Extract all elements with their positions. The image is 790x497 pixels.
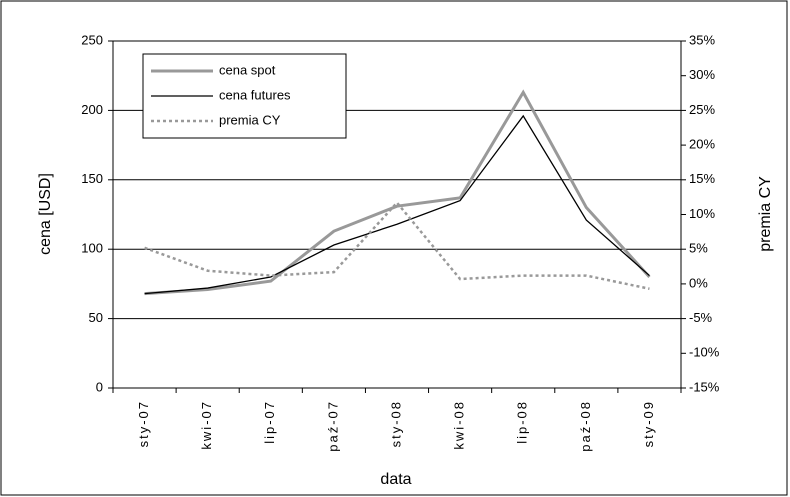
x-tick-label: kwi-07 — [199, 400, 214, 450]
legend-label: premia CY — [219, 112, 281, 127]
x-tick-label: lip-08 — [515, 400, 530, 444]
y-tick-label: 0 — [96, 379, 103, 394]
x-tick-label: paź-08 — [578, 400, 593, 452]
y2-tick-label: 30% — [689, 67, 715, 82]
series-line — [144, 114, 650, 295]
y-tick-label: 50 — [89, 310, 103, 325]
y2-tick-label: -10% — [689, 345, 720, 360]
y-tick-label: 250 — [81, 32, 103, 47]
y-tick-label: 150 — [81, 171, 103, 186]
x-tick-label: sty-08 — [388, 400, 403, 447]
y2-tick-label: 15% — [689, 171, 715, 186]
y-axis-label: cena [USD] — [37, 173, 54, 255]
y2-tick-label: -15% — [689, 379, 720, 394]
y2-tick-label: 10% — [689, 206, 715, 221]
x-tick-label: sty-07 — [136, 400, 151, 447]
y-tick-label: 200 — [81, 102, 103, 117]
x-axis-label: data — [380, 471, 411, 488]
y2-tick-label: 35% — [689, 32, 715, 47]
y2-tick-label: -5% — [689, 310, 713, 325]
y2-tick-label: 5% — [689, 241, 708, 256]
legend-label: cena spot — [219, 62, 276, 77]
x-tick-label: paź-07 — [325, 400, 340, 452]
x-tick-label: kwi-08 — [452, 400, 467, 450]
series-line — [144, 89, 651, 296]
y2-tick-label: 25% — [689, 102, 715, 117]
x-tick-label: sty-09 — [641, 400, 656, 447]
y2-tick-label: 20% — [689, 137, 715, 152]
y2-axis-label: premia CY — [757, 176, 774, 252]
y2-tick-label: 0% — [689, 275, 708, 290]
y-tick-label: 100 — [81, 241, 103, 256]
x-tick-label: lip-07 — [262, 400, 277, 444]
legend-label: cena futures — [219, 87, 291, 102]
